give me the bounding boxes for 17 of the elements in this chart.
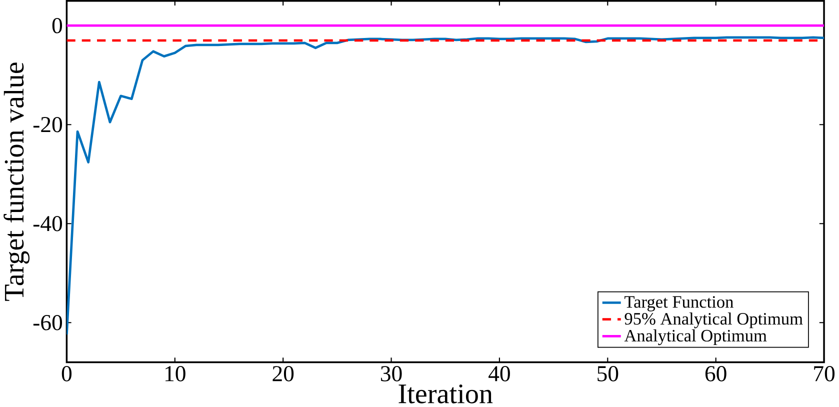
legend-label: 95% Analytical Optimum (624, 312, 803, 328)
x-tick-label: 30 (380, 366, 402, 382)
y-tick-label: -40 (33, 216, 62, 232)
x-tick-label: 50 (598, 366, 618, 382)
y-axis-title: Target function value (4, 62, 30, 301)
y-tick-label: 0 (52, 18, 62, 34)
y-tick-label: -20 (33, 116, 62, 132)
x-tick-label: 0 (62, 366, 72, 382)
x-tick-label: 10 (166, 366, 186, 382)
x-axis-title: Iteration (398, 384, 493, 404)
legend-label: Target Function (624, 296, 734, 312)
x-tick-label: 20 (272, 366, 294, 382)
x-tick-label: 70 (814, 366, 835, 382)
legend-label: Analytical Optimum (624, 329, 767, 346)
y-tick-label: -60 (33, 314, 62, 330)
x-tick-label: 40 (488, 366, 510, 382)
x-tick-label: 60 (705, 366, 726, 382)
